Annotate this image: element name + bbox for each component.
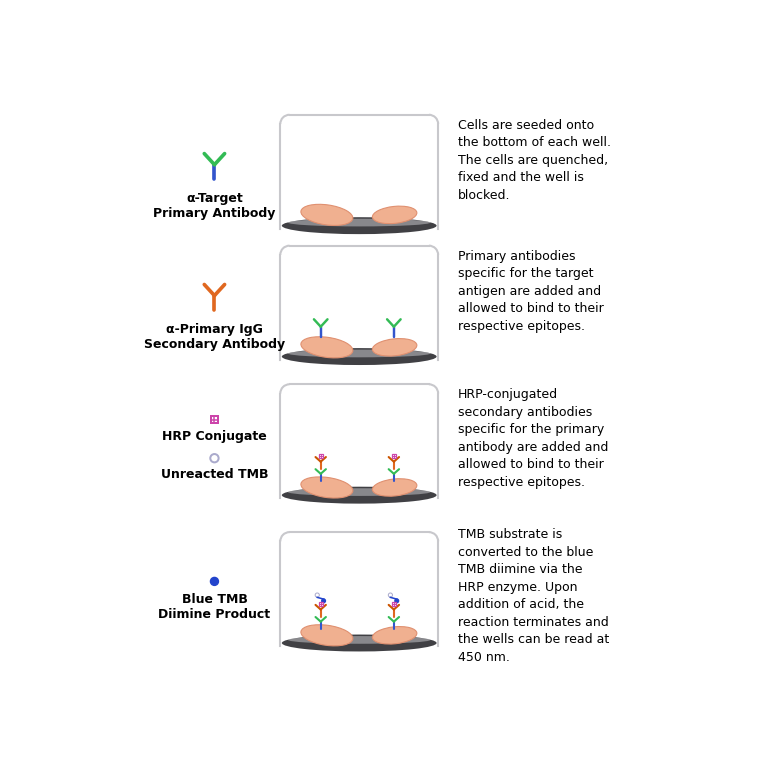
Ellipse shape — [372, 479, 417, 496]
Ellipse shape — [288, 350, 430, 358]
Text: Blue TMB
Diimine Product: Blue TMB Diimine Product — [158, 593, 270, 621]
Polygon shape — [280, 115, 438, 228]
Circle shape — [395, 599, 399, 603]
Ellipse shape — [282, 217, 436, 234]
Ellipse shape — [288, 219, 430, 226]
Ellipse shape — [372, 206, 417, 224]
Ellipse shape — [301, 204, 353, 225]
Ellipse shape — [288, 488, 430, 496]
Bar — [392, 602, 396, 607]
Text: HRP-conjugated
secondary antibodies
specific for the primary
antibody are added : HRP-conjugated secondary antibodies spec… — [458, 388, 608, 489]
Bar — [392, 455, 396, 458]
Ellipse shape — [282, 487, 436, 503]
Ellipse shape — [301, 625, 353, 646]
Bar — [319, 455, 322, 458]
Ellipse shape — [282, 635, 436, 652]
Ellipse shape — [301, 337, 353, 358]
Ellipse shape — [301, 477, 353, 498]
Ellipse shape — [372, 338, 417, 356]
Ellipse shape — [288, 636, 430, 644]
Polygon shape — [280, 246, 438, 360]
Circle shape — [210, 578, 219, 585]
Polygon shape — [280, 384, 438, 498]
Text: Primary antibodies
specific for the target
antigen are added and
allowed to bind: Primary antibodies specific for the targ… — [458, 250, 604, 332]
Bar — [319, 602, 322, 607]
Text: α-Primary IgG
Secondary Antibody: α-Primary IgG Secondary Antibody — [144, 322, 285, 351]
Circle shape — [322, 599, 325, 603]
Text: HRP Conjugate: HRP Conjugate — [162, 430, 267, 443]
Ellipse shape — [282, 348, 436, 365]
Text: Unreacted TMB: Unreacted TMB — [160, 468, 268, 481]
Polygon shape — [280, 532, 438, 646]
Text: α-Target
Primary Antibody: α-Target Primary Antibody — [154, 192, 276, 220]
Bar — [211, 416, 218, 423]
Text: TMB substrate is
converted to the blue
TMB diimine via the
HRP enzyme. Upon
addi: TMB substrate is converted to the blue T… — [458, 528, 609, 664]
Text: Cells are seeded onto
the bottom of each well.
The cells are quenched,
fixed and: Cells are seeded onto the bottom of each… — [458, 118, 610, 202]
Ellipse shape — [372, 626, 417, 644]
